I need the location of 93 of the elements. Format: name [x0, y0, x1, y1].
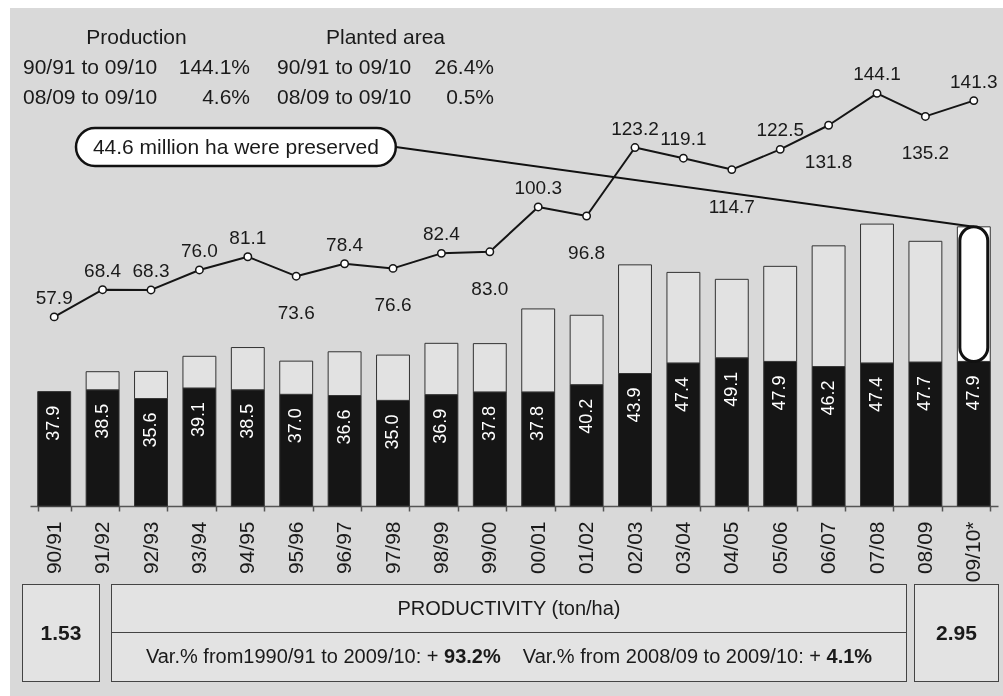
data-label: 47.9 [769, 375, 790, 411]
x-tick-label: 08/09 [912, 521, 936, 575]
point [727, 165, 737, 175]
x-tick-label: 94/95 [235, 521, 259, 575]
data-label: 36.9 [430, 408, 451, 444]
point [630, 143, 640, 152]
x-tick-label: 05/06 [767, 521, 791, 575]
data-label: 73.6 [277, 302, 315, 324]
text: 08/09 to 09/10 4.6% [23, 85, 250, 108]
point [920, 111, 930, 121]
data-label: 47.4 [866, 376, 886, 412]
data-label: 68.3 [132, 259, 170, 281]
data-label: 37.8 [527, 405, 548, 441]
x-tick-label: 98/99 [428, 521, 452, 575]
point [775, 144, 785, 154]
x-tick-label: 97/98 [380, 521, 404, 575]
point [340, 259, 350, 269]
point [969, 96, 979, 106]
x-tick-label: 00/01 [525, 521, 549, 575]
data-label: 123.2 [611, 117, 659, 139]
data-label: 57.9 [35, 286, 73, 308]
bar [37, 391, 72, 507]
x-tick-label: 99/00 [477, 521, 501, 575]
point [49, 312, 59, 322]
annotation: Planted area [324, 24, 447, 50]
x-tick-label: 96/97 [332, 521, 356, 575]
x-tick-label: 03/04 [670, 521, 694, 575]
data-label: 47.9 [962, 375, 983, 411]
x-tick-label: 09/10* [961, 521, 985, 583]
x-tick-label: 04/05 [719, 521, 743, 575]
text: Var.% from1990/91 to 2009/10: + 93.2% [145, 645, 501, 669]
text: Var.% from 2008/09 to 2009/10: + 4.1% [522, 645, 873, 669]
point [194, 265, 204, 275]
point [678, 153, 688, 163]
data-label: 49.1 [720, 371, 741, 407]
point [146, 285, 156, 295]
x-tick-label: 91/92 [90, 521, 114, 575]
data-label: 38.5 [236, 403, 257, 439]
text: 1.53 [22, 584, 100, 682]
data-label: 47.7 [914, 376, 935, 412]
data-label: 122.5 [756, 119, 804, 141]
point [824, 120, 834, 130]
x-tick-label: 90/91 [41, 521, 65, 575]
data-label: 82.4 [422, 223, 461, 245]
data-label: 35.0 [382, 414, 402, 450]
text: 08/09 to 09/10 0.5% [277, 85, 494, 108]
data-label: 43.9 [624, 387, 644, 423]
data-label: 119.1 [660, 128, 707, 150]
data-label: 38.5 [91, 403, 112, 439]
data-label: 37.0 [285, 408, 306, 444]
point [388, 263, 398, 273]
data-label: 35.6 [140, 412, 160, 448]
annotation: Production [85, 24, 188, 50]
text: PRODUCTIVITY (ton/ha) [111, 584, 907, 633]
point [533, 202, 543, 212]
annotation: 90/91 to 09/10 144.1% [23, 54, 250, 80]
x-tick-label: 02/03 [622, 521, 646, 575]
x-tick-label: 93/94 [186, 521, 210, 575]
data-label: 81.1 [229, 226, 267, 248]
annotation: 44.6 million ha were preserved [92, 135, 379, 158]
x-tick-label: 07/08 [864, 521, 888, 575]
data-label: 78.4 [326, 233, 364, 255]
data-label: 47.4 [672, 376, 693, 412]
point [243, 252, 253, 262]
point [872, 88, 882, 98]
data-label: 131.8 [804, 151, 853, 173]
data-label: 114.7 [708, 195, 755, 217]
annotation: 90/91 to 09/10 26.4% [277, 54, 494, 80]
data-label: 37.8 [478, 405, 499, 441]
x-tick-label: 92/93 [138, 521, 162, 575]
x-tick-label: 06/07 [816, 521, 840, 575]
data-label: 37.9 [43, 405, 64, 441]
data-label: 100.3 [514, 176, 562, 198]
data-label: 76.0 [180, 239, 218, 261]
point [436, 248, 446, 258]
data-label: 96.8 [568, 242, 606, 264]
data-label: 68.4 [84, 259, 122, 281]
point [582, 211, 592, 221]
point [485, 247, 495, 257]
data-label: 39.1 [188, 401, 209, 438]
data-label: 76.6 [374, 294, 412, 316]
data-label: 135.2 [901, 142, 950, 164]
point [98, 285, 108, 295]
data-label: 144.1 [853, 63, 901, 85]
data-label: 46.2 [817, 380, 838, 416]
point [291, 271, 301, 281]
data-label: 141.3 [950, 70, 998, 92]
text: 2.95 [914, 584, 999, 682]
data-label: 83.0 [471, 277, 509, 299]
x-tick-label: 95/96 [283, 521, 307, 575]
data-label: 40.2 [575, 398, 596, 434]
data-label: 36.6 [333, 409, 354, 445]
x-tick-label: 01/02 [574, 521, 598, 575]
